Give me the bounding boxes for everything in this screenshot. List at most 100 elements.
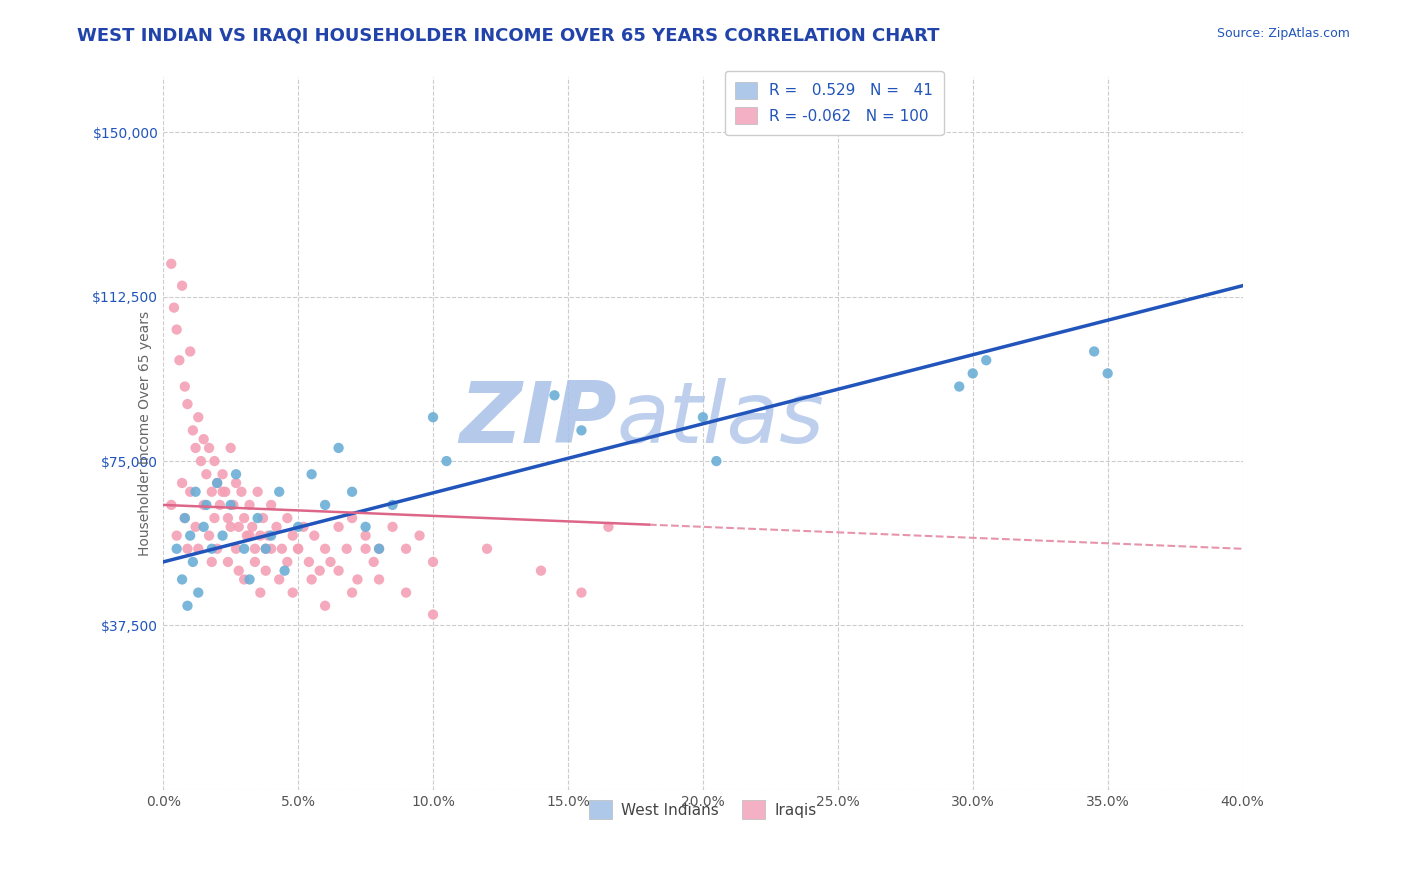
- Point: [205, 475, 228, 490]
- Point: [276, 555, 298, 569]
- Text: ZIP: ZIP: [458, 378, 617, 461]
- Point: [530, 564, 553, 578]
- Point: [179, 528, 201, 542]
- Point: [173, 511, 195, 525]
- Point: [214, 484, 236, 499]
- Point: [249, 585, 271, 599]
- Text: atlas: atlas: [617, 378, 824, 461]
- Point: [273, 564, 295, 578]
- Point: [314, 541, 336, 556]
- Point: [193, 498, 215, 512]
- Point: [287, 541, 309, 556]
- Point: [328, 441, 350, 455]
- Point: [260, 498, 283, 512]
- Point: [314, 599, 336, 613]
- Point: [201, 484, 224, 499]
- Point: [354, 528, 377, 542]
- Point: [422, 555, 444, 569]
- Point: [225, 475, 247, 490]
- Point: [304, 528, 326, 542]
- Point: [292, 520, 315, 534]
- Point: [269, 573, 291, 587]
- Point: [328, 564, 350, 578]
- Point: [254, 541, 277, 556]
- Point: [193, 520, 215, 534]
- Point: [166, 541, 188, 556]
- Legend: West Indians, Iraqis: West Indians, Iraqis: [583, 794, 823, 825]
- Point: [340, 511, 363, 525]
- Point: [1097, 367, 1119, 381]
- Point: [276, 511, 298, 525]
- Point: [184, 441, 207, 455]
- Point: [176, 599, 198, 613]
- Point: [346, 573, 368, 587]
- Point: [340, 585, 363, 599]
- Point: [181, 423, 204, 437]
- Point: [176, 541, 198, 556]
- Point: [233, 573, 256, 587]
- Point: [266, 520, 288, 534]
- Point: [254, 541, 277, 556]
- Point: [243, 541, 266, 556]
- Point: [187, 410, 209, 425]
- Point: [179, 344, 201, 359]
- Point: [281, 585, 304, 599]
- Point: [190, 454, 212, 468]
- Point: [269, 484, 291, 499]
- Point: [422, 410, 444, 425]
- Point: [301, 467, 323, 482]
- Point: [408, 528, 430, 542]
- Point: [287, 541, 309, 556]
- Point: [271, 541, 294, 556]
- Point: [475, 541, 498, 556]
- Point: [249, 528, 271, 542]
- Point: [436, 454, 458, 468]
- Point: [236, 528, 259, 542]
- Point: [363, 555, 385, 569]
- Point: [201, 555, 224, 569]
- Point: [204, 454, 226, 468]
- Point: [211, 467, 233, 482]
- Point: [257, 528, 280, 542]
- Point: [204, 511, 226, 525]
- Point: [238, 528, 260, 542]
- Point: [246, 511, 269, 525]
- Point: [328, 520, 350, 534]
- Point: [298, 555, 321, 569]
- Point: [228, 564, 250, 578]
- Point: [184, 484, 207, 499]
- Point: [176, 397, 198, 411]
- Point: [198, 441, 221, 455]
- Point: [225, 541, 247, 556]
- Point: [172, 278, 194, 293]
- Point: [184, 520, 207, 534]
- Text: Source: ZipAtlas.com: Source: ZipAtlas.com: [1216, 27, 1350, 40]
- Point: [238, 573, 260, 587]
- Point: [173, 379, 195, 393]
- Point: [246, 484, 269, 499]
- Point: [243, 555, 266, 569]
- Y-axis label: Householder Income Over 65 years: Householder Income Over 65 years: [138, 311, 152, 557]
- Point: [281, 528, 304, 542]
- Point: [233, 511, 256, 525]
- Point: [381, 498, 404, 512]
- Point: [211, 484, 233, 499]
- Point: [181, 555, 204, 569]
- Point: [187, 541, 209, 556]
- Point: [172, 475, 194, 490]
- Point: [205, 475, 228, 490]
- Point: [219, 498, 242, 512]
- Point: [201, 541, 224, 556]
- Point: [222, 498, 245, 512]
- Point: [948, 379, 970, 393]
- Point: [395, 585, 418, 599]
- Point: [217, 555, 239, 569]
- Point: [368, 541, 391, 556]
- Point: [598, 520, 620, 534]
- Point: [571, 423, 593, 437]
- Point: [217, 511, 239, 525]
- Point: [260, 541, 283, 556]
- Point: [543, 388, 565, 402]
- Point: [160, 498, 183, 512]
- Point: [301, 573, 323, 587]
